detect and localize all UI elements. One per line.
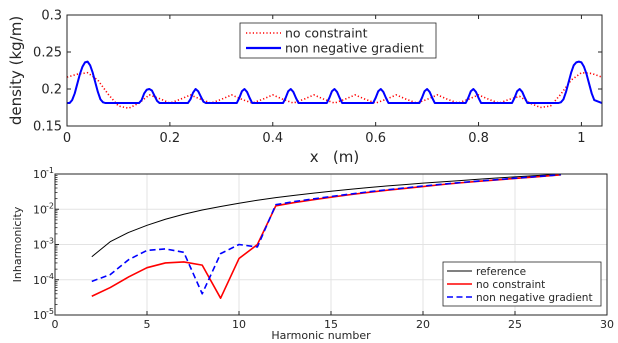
density-legend-label: non negative gradient	[285, 41, 424, 56]
inharmonicity-y-tick-base: 10	[33, 274, 47, 287]
density-y-axis-label: density (kg/m)	[7, 16, 25, 125]
inharmonicity-y-tick-label: 10 -1	[33, 166, 54, 181]
inharmonicity-y-tick-base: 10	[33, 203, 47, 216]
inharmonicity-series-group	[91, 173, 562, 299]
inharmonicity-y-tick-base: 10	[33, 239, 47, 252]
inharmonicity-legend-label: reference	[476, 266, 526, 278]
inharmonicity-legend-label: non negative gradient	[476, 292, 593, 304]
density-y-tick-label: 0.25	[33, 46, 62, 61]
inharmonicity-y-tick-exponent: -4	[46, 272, 54, 281]
inharmonicity-x-tick-label: 0	[52, 318, 59, 331]
inharmonicity-y-tick-base: 10	[33, 168, 47, 181]
inharmonicity-series-reference	[91, 173, 562, 258]
density-axes-box	[66, 14, 603, 127]
density-legend-label: no constraint	[285, 26, 368, 41]
inharmonicity-y-tick-exponent: -1	[46, 166, 54, 175]
density-x-tick-label: 1	[577, 131, 585, 146]
density-ticks-group: 0 0.2 0.4 0.6 0.8 1 0.15 0.2 0.25 0.3	[33, 9, 602, 146]
inharmonicity-y-tick-label: 10 -4	[33, 272, 54, 287]
inharmonicity-series-non-negative-gradient	[91, 173, 562, 295]
inharmonicity-x-tick-label: 20	[416, 318, 430, 331]
density-y-tick-label: 0.15	[33, 120, 62, 135]
density-chart: 0 0.2 0.4 0.6 0.8 1 0.15 0.2 0.25 0.3 x (m) densi…	[7, 9, 603, 166]
inharmonicity-y-axis-label: Inharmonicity	[11, 206, 24, 282]
inharmonicity-y-tick-exponent: -3	[46, 237, 54, 246]
density-legend-box	[239, 22, 437, 59]
density-x-axis-label: x (m)	[310, 148, 360, 166]
inharmonicity-x-axis-label: Harmonic number	[271, 329, 371, 342]
inharmonicity-x-tick-label: 25	[508, 318, 522, 331]
inharmonicity-y-tick-base: 10	[33, 309, 47, 322]
inharmonicity-x-tick-label: 30	[600, 318, 614, 331]
density-x-tick-label: 0.6	[365, 131, 386, 146]
inharmonicity-series-no-constraint	[91, 173, 562, 299]
inharmonicity-x-tick-label: 10	[232, 318, 246, 331]
inharmonicity-x-tick-label: 15	[324, 318, 338, 331]
density-series-non-negative-gradient	[67, 60, 603, 105]
density-x-tick-label: 0	[63, 131, 71, 146]
density-series-group	[66, 60, 603, 110]
inharmonicity-legend-label: no constraint	[476, 279, 545, 291]
inharmonicity-y-tick-label: 10 -2	[33, 201, 54, 216]
density-y-tick-label: 0.3	[41, 9, 62, 24]
density-y-tick-label: 0.2	[41, 83, 62, 98]
density-x-tick-label: 0.4	[262, 131, 283, 146]
inharmonicity-y-tick-exponent: -5	[46, 307, 54, 316]
inharmonicity-y-tick-label: 10 -5	[33, 307, 54, 322]
inharmonicity-x-tick-label: 5	[144, 318, 151, 331]
inharmonicity-y-tick-label: 10 -3	[33, 237, 54, 252]
density-x-tick-label: 0.2	[160, 131, 181, 146]
density-x-tick-label: 0.8	[468, 131, 489, 146]
inharmonicity-y-tick-exponent: -2	[46, 201, 54, 210]
